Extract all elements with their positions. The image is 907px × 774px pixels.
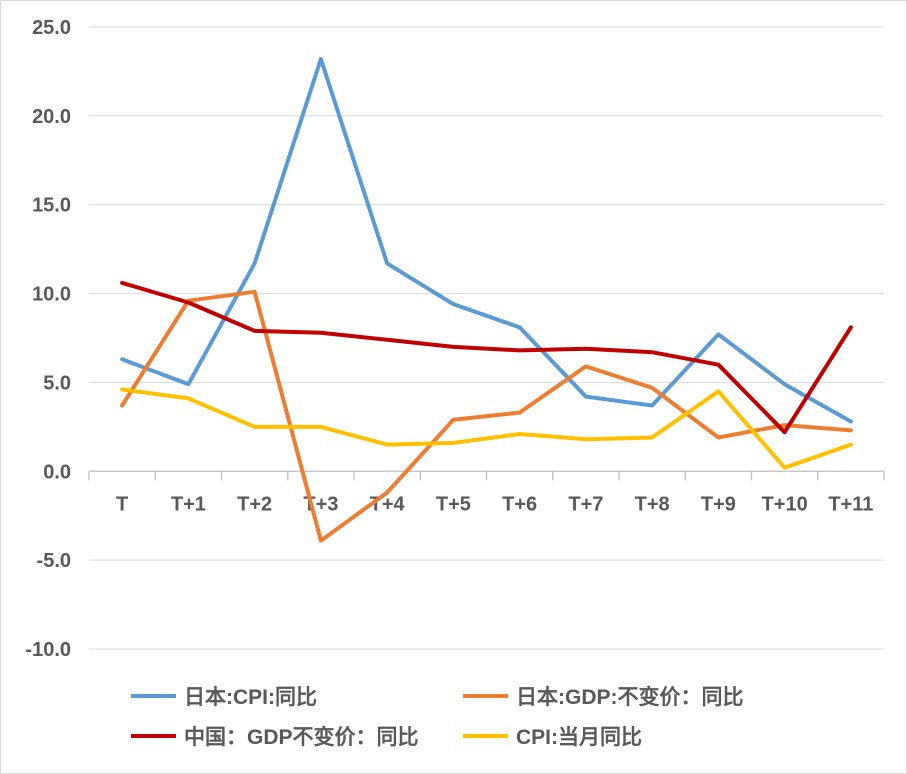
- legend-label: 日本:GDP:不变价：同比: [516, 685, 744, 709]
- x-tick-label: T+8: [635, 493, 670, 515]
- y-tick-label: 15.0: [32, 195, 71, 217]
- x-tick-label: T+1: [171, 493, 206, 515]
- y-tick-label: 20.0: [32, 106, 71, 128]
- y-tick-label: -5.0: [37, 550, 71, 572]
- x-tick-label: T+6: [502, 493, 537, 515]
- x-tick-label: T: [116, 493, 128, 515]
- series-lines: [120, 57, 853, 543]
- y-tick-label: 25.0: [32, 17, 71, 39]
- gridlines: [89, 26, 884, 650]
- series-line: [120, 57, 853, 424]
- legend-label: 日本:CPI:同比: [184, 686, 317, 709]
- x-axis: [88, 470, 885, 481]
- y-tick-label: 5.0: [43, 372, 71, 394]
- x-tick-label: T+5: [436, 493, 471, 515]
- x-axis-tick-labels: T T+1 T+2 T+3 T+4 T+5 T+6 T+7 T+8 T+9 T+10 T+11: [116, 493, 873, 515]
- x-tick-label: T+10: [762, 493, 808, 515]
- y-axis-tick-labels: 25.0 20.0 15.0 10.0 5.0 0.0 -5.0 -10.0: [25, 17, 71, 661]
- x-tick-label: T+2: [237, 493, 272, 515]
- x-tick-label: T+11: [828, 493, 873, 515]
- y-tick-label: 10.0: [32, 284, 71, 306]
- series-line: [120, 387, 853, 470]
- y-tick-label: -10.0: [25, 639, 71, 661]
- x-tick-label: T+4: [370, 493, 406, 515]
- x-tick-label: T+9: [701, 493, 736, 515]
- legend-label: 中国：GDP不变价：同比: [184, 725, 419, 749]
- series-line: [120, 280, 853, 435]
- y-tick-label: 0.0: [43, 461, 71, 483]
- x-tick-label: T+7: [568, 493, 603, 515]
- series-line: [120, 289, 853, 543]
- legend-label: CPI:当月同比: [516, 725, 642, 749]
